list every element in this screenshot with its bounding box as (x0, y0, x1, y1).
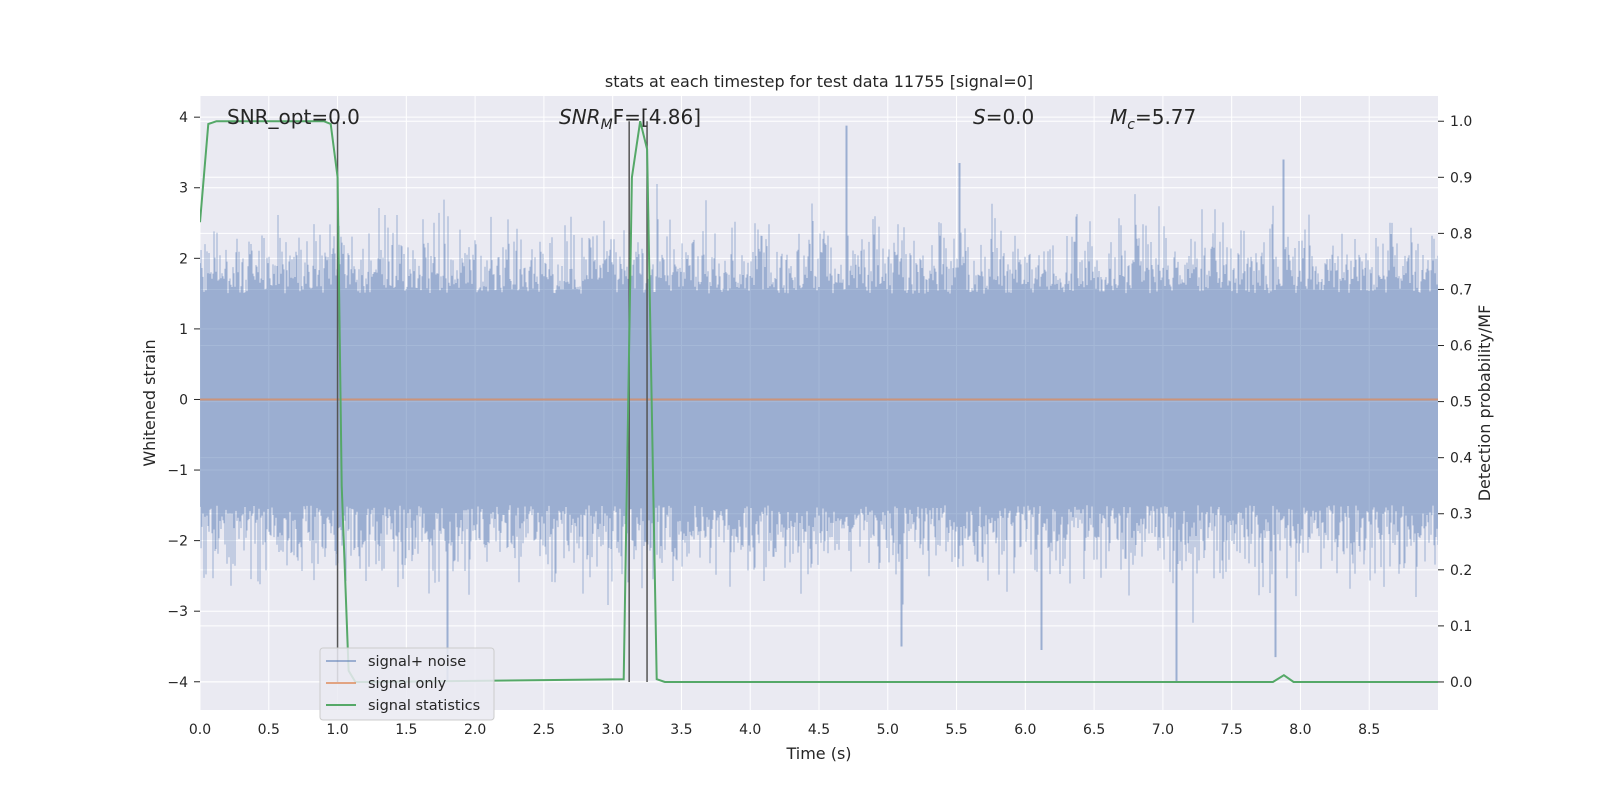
chart-title: stats at each timestep for test data 117… (605, 72, 1033, 91)
x-tick-label: 8.0 (1289, 722, 1311, 738)
y-tick-label-left: 2 (179, 251, 188, 267)
annotation-snr-mf: SNRMF=[4.86] (559, 105, 701, 133)
y-tick-label-left: 4 (179, 110, 188, 126)
x-tick-label: 8.5 (1358, 722, 1380, 738)
y-tick-label-right: 0.9 (1450, 170, 1472, 186)
legend: signal+ noise signal only signal statist… (319, 647, 495, 721)
annotation-mc: Mc=5.77 (1110, 105, 1196, 133)
legend-entry-signal-noise: signal+ noise (368, 654, 466, 670)
x-tick-label: 3.0 (602, 722, 624, 738)
y-tick-label-left: 1 (179, 322, 188, 338)
x-tick-label: 1.0 (326, 722, 348, 738)
x-tick-label: 5.5 (945, 722, 967, 738)
y-axis-right: 1.0 0.9 0.8 0.7 0.6 0.5 0.4 0.3 0.2 0.1 0.0 (1438, 114, 1472, 691)
annotation-s: S=0.0 (973, 105, 1034, 129)
x-tick-label: 2.5 (533, 722, 555, 738)
y-tick-label-left: −1 (167, 463, 188, 479)
y-axis-left: 4 3 2 1 0 −1 −2 −3 −4 (167, 110, 200, 691)
y-tick-label-right: 0.1 (1450, 619, 1472, 635)
y-tick-label-left: −3 (167, 604, 188, 620)
x-tick-label: 6.0 (1014, 722, 1036, 738)
y-axis-label-left: Whitened strain (140, 339, 159, 466)
y-tick-label-right: 1.0 (1450, 114, 1472, 130)
y-tick-label-right: 0.3 (1450, 507, 1472, 523)
y-tick-label-right: 0.6 (1450, 339, 1472, 355)
y-tick-label-right: 0.0 (1450, 675, 1472, 691)
y-tick-label-left: −2 (167, 534, 188, 550)
x-tick-label: 4.5 (808, 722, 830, 738)
x-tick-label: 4.0 (739, 722, 761, 738)
x-axis: 0.0 0.5 1.0 1.5 2.0 2.5 3.0 3.5 4.0 4.5 5.0 5.5 6.0 6… (189, 722, 1380, 738)
x-tick-label: 5.0 (877, 722, 899, 738)
annotation-snr-opt: SNR_opt=0.0 (227, 105, 360, 129)
y-tick-label-right: 0.8 (1450, 226, 1472, 242)
y-tick-label-right: 0.7 (1450, 282, 1472, 298)
legend-box (319, 647, 495, 721)
x-tick-label: 7.0 (1152, 722, 1174, 738)
x-tick-label: 6.5 (1083, 722, 1105, 738)
legend-entry-signal-only: signal only (368, 676, 447, 692)
y-tick-label-right: 0.4 (1450, 451, 1472, 467)
x-tick-label: 0.0 (189, 722, 211, 738)
x-tick-label: 7.5 (1221, 722, 1243, 738)
y-tick-label-right: 0.2 (1450, 563, 1472, 579)
legend-entry-signal-statistics: signal statistics (368, 698, 480, 714)
x-tick-label: 1.5 (395, 722, 417, 738)
x-tick-label: 0.5 (258, 722, 280, 738)
x-axis-label: Time (s) (785, 744, 851, 763)
y-axis-label-right: Detection probability/MF (1475, 305, 1494, 502)
y-tick-label-right: 0.5 (1450, 395, 1472, 411)
x-tick-label: 3.5 (670, 722, 692, 738)
x-tick-label: 2.0 (464, 722, 486, 738)
y-tick-label-left: 3 (179, 181, 188, 197)
y-tick-label-left: 0 (179, 392, 188, 408)
y-tick-label-left: −4 (167, 675, 188, 691)
series-signal-statistics (200, 120, 1438, 683)
